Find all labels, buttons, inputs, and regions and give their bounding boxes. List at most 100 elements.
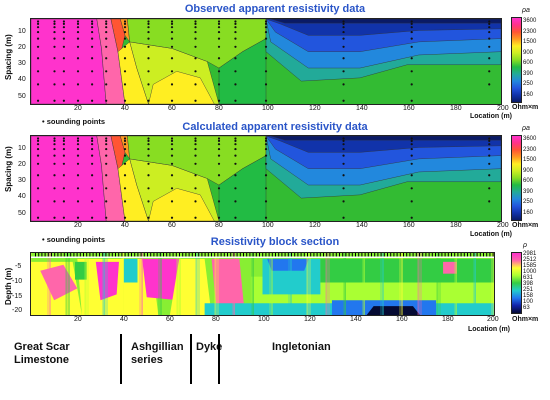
sounding-point bbox=[264, 216, 268, 219]
electrode-marker bbox=[438, 253, 440, 257]
sounding-point bbox=[105, 137, 108, 140]
colorbar-tick: 160 bbox=[523, 209, 534, 216]
resistivity-block bbox=[123, 258, 138, 283]
electrode-marker bbox=[473, 253, 475, 257]
electrode-marker bbox=[57, 253, 59, 257]
electrode-marker bbox=[403, 253, 404, 257]
panel1-plot bbox=[30, 18, 502, 105]
sounding-point bbox=[36, 45, 40, 48]
electrode-marker bbox=[147, 253, 148, 257]
electrode-marker bbox=[172, 253, 174, 257]
sounding-point bbox=[123, 20, 127, 23]
electrode-marker bbox=[89, 253, 91, 257]
sounding-point bbox=[105, 22, 108, 26]
panel1-title: Observed apparent resistivity data bbox=[184, 3, 366, 15]
resistivity-streak bbox=[85, 253, 86, 315]
sounding-point bbox=[342, 45, 345, 48]
resistivity-block bbox=[74, 261, 87, 280]
sounding-point bbox=[53, 139, 56, 143]
electrode-marker bbox=[220, 253, 222, 257]
sounding-point bbox=[170, 147, 174, 151]
contour-band bbox=[31, 19, 107, 104]
electrode-marker bbox=[457, 253, 459, 257]
resistivity-streak bbox=[215, 253, 216, 315]
electrode-marker bbox=[99, 253, 100, 257]
sounding-point bbox=[36, 57, 40, 60]
sounding-point bbox=[410, 22, 413, 26]
electrode-marker bbox=[259, 253, 260, 257]
sounding-point bbox=[342, 137, 345, 140]
sounding-point bbox=[91, 26, 94, 29]
panel3-cbar-unit: Ohm×m bbox=[512, 316, 539, 323]
electrode-marker bbox=[111, 253, 113, 257]
sounding-point bbox=[53, 154, 56, 157]
resistivity-streak bbox=[122, 253, 124, 315]
sounding-point bbox=[76, 99, 80, 102]
panel2-xtick: 60 bbox=[168, 222, 176, 229]
sounding-point bbox=[147, 37, 150, 40]
sounding-point bbox=[147, 147, 150, 151]
electrode-marker bbox=[166, 253, 168, 257]
sounding-point bbox=[488, 143, 491, 146]
panel2-ylabel: Spacing (m) bbox=[4, 146, 13, 192]
sounding-point bbox=[264, 83, 268, 86]
contour-band bbox=[31, 136, 107, 221]
sounding-point bbox=[53, 200, 56, 203]
sounding-point bbox=[53, 26, 56, 29]
sounding-point bbox=[170, 83, 174, 86]
sounding-point bbox=[91, 187, 94, 190]
sounding-point bbox=[76, 26, 80, 29]
resistivity-block bbox=[169, 258, 212, 315]
sounding-point bbox=[170, 162, 174, 165]
sounding-point bbox=[76, 22, 80, 26]
resistivity-block bbox=[366, 306, 420, 315]
sounding-point bbox=[170, 22, 174, 26]
electrode-marker bbox=[131, 253, 132, 257]
resistivity-streak bbox=[325, 253, 327, 315]
panel1-cbar-unit: Ohm×m bbox=[512, 104, 539, 111]
panel2-xtick: 180 bbox=[450, 222, 462, 229]
colorbar-tick: 1585 bbox=[523, 263, 537, 269]
electrode-marker bbox=[67, 253, 68, 257]
electrode-marker bbox=[70, 253, 72, 257]
sounding-point bbox=[53, 174, 56, 177]
resistivity-streak bbox=[160, 253, 162, 315]
resistivity-streak bbox=[473, 253, 476, 315]
sounding-point bbox=[53, 70, 56, 73]
panel3-xtick: 80 bbox=[212, 316, 220, 323]
sounding-point bbox=[170, 139, 174, 143]
sounding-point bbox=[105, 99, 108, 102]
sounding-point bbox=[410, 174, 413, 177]
resistivity-streak bbox=[105, 253, 108, 315]
sounding-point bbox=[147, 26, 150, 29]
colorbar-tick: 390 bbox=[523, 188, 534, 195]
sounding-point bbox=[76, 139, 80, 143]
sounding-point bbox=[76, 57, 80, 60]
sounding-point bbox=[194, 216, 197, 219]
sounding-point bbox=[91, 57, 94, 60]
sounding-point bbox=[217, 99, 221, 102]
sounding-point bbox=[217, 26, 221, 29]
electrode-marker bbox=[463, 253, 465, 257]
resistivity-streak bbox=[176, 253, 178, 315]
sounding-point bbox=[36, 200, 40, 203]
sounding-point bbox=[264, 174, 268, 177]
resistivity-streak bbox=[289, 253, 292, 315]
electrode-marker bbox=[329, 253, 331, 257]
sounding-point bbox=[91, 162, 94, 165]
resistivity-streak bbox=[49, 253, 51, 315]
electrode-marker bbox=[319, 253, 321, 257]
resistivity-streak bbox=[327, 253, 330, 315]
sounding-point bbox=[105, 57, 108, 60]
electrode-marker bbox=[361, 253, 363, 257]
electrode-marker bbox=[422, 253, 424, 257]
panel2-xlabel: Location (m) bbox=[470, 231, 512, 238]
sounding-point bbox=[91, 143, 94, 146]
colorbar-tick: 3600 bbox=[523, 136, 537, 143]
resistivity-streak bbox=[454, 253, 457, 315]
sounding-point bbox=[62, 83, 65, 86]
panel3-ytick: -10 bbox=[12, 278, 23, 285]
resistivity-streak bbox=[232, 253, 235, 315]
sounding-point bbox=[234, 216, 237, 219]
sounding-point bbox=[410, 162, 413, 165]
